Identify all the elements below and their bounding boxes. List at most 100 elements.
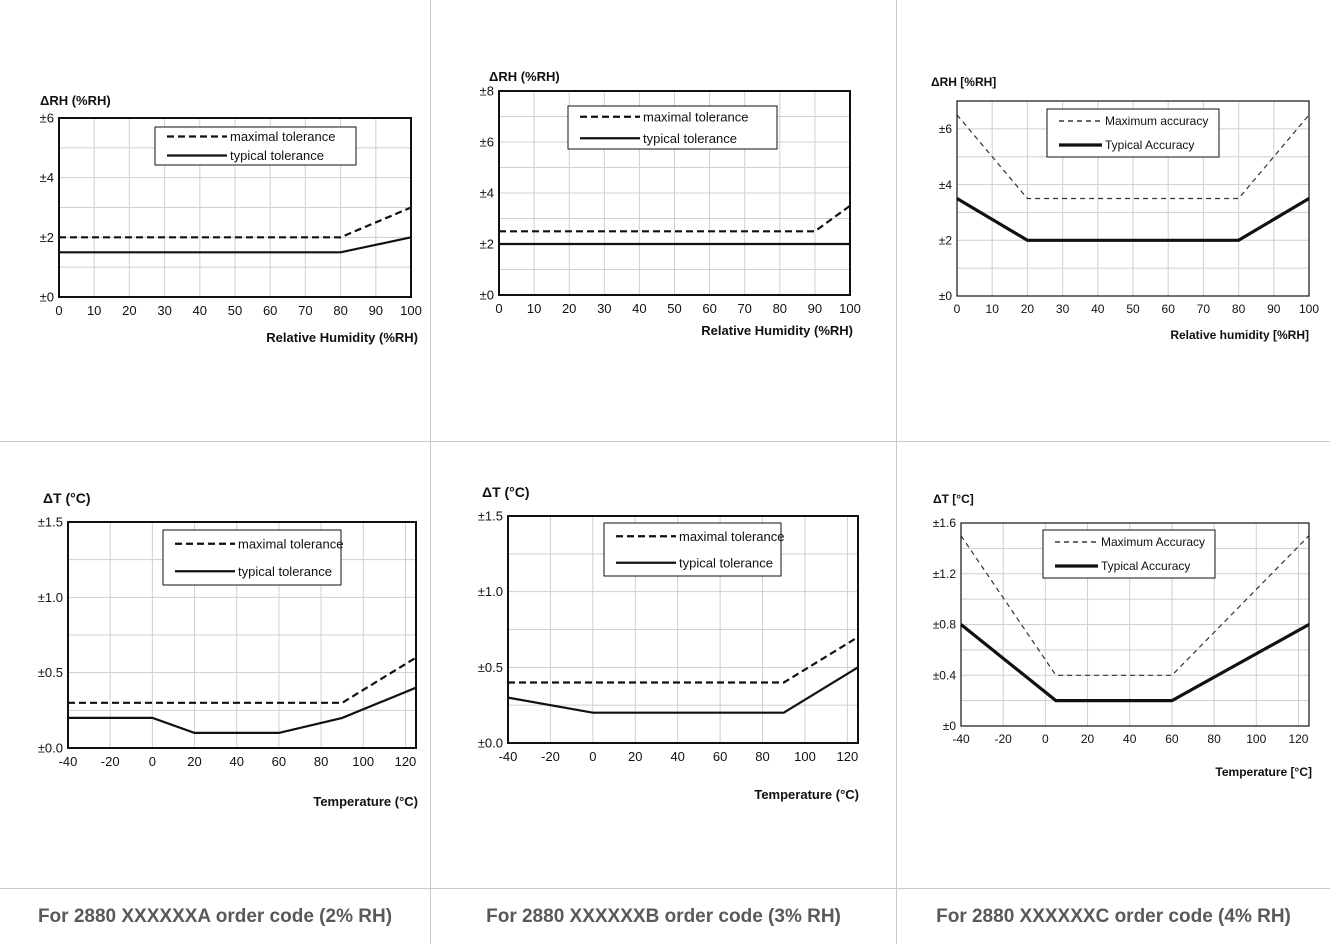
y-tick-label: ±4 (40, 170, 54, 185)
x-tick-label: 80 (1232, 302, 1246, 316)
series-line-typical (956, 197, 1310, 242)
caption-order-code-c: For 2880 XXXXXXC order code (4% RH) (936, 905, 1291, 927)
x-tick-label: 90 (1267, 302, 1281, 316)
x-tick-label: 0 (1042, 732, 1049, 746)
x-tick-label: -40 (952, 732, 970, 746)
x-tick-label: 40 (229, 754, 243, 769)
x-tick-label: 60 (1165, 732, 1179, 746)
x-tick-label: 0 (589, 749, 596, 764)
x-tick-label: 60 (272, 754, 286, 769)
x-tick-label: 40 (193, 303, 207, 318)
x-axis-label: Relative humidity [%RH] (1170, 328, 1309, 342)
x-tick-label: 40 (1123, 732, 1137, 746)
x-tick-label: 100 (1246, 732, 1266, 746)
x-tick-label: 20 (122, 303, 136, 318)
y-tick-label: ±0 (40, 290, 54, 305)
y-tick-label: ±1.5 (478, 509, 503, 524)
y-tick-label: ±2 (939, 233, 953, 247)
x-axis-label: Temperature (°C) (754, 787, 859, 802)
chart-cell (431, 0, 897, 442)
y-tick-label: ±1.2 (933, 567, 957, 581)
x-axis-label: Relative Humidity (%RH) (701, 323, 853, 338)
y-tick-label: ±1.0 (38, 590, 63, 605)
series-line-typical (507, 666, 859, 714)
x-tick-label: 50 (1126, 302, 1140, 316)
x-tick-label: 120 (837, 749, 859, 764)
plot-frame (960, 522, 1310, 727)
series-line-maximum (59, 206, 412, 239)
plot-frame (67, 521, 417, 749)
y-tick-label: ±2 (40, 230, 54, 245)
legend-label-typical: typical tolerance (679, 555, 773, 570)
legend-label-typical: Typical Accuracy (1101, 559, 1190, 573)
y-tick-label: ±0.0 (478, 736, 503, 751)
y-axis-label: ΔT [°C] (933, 492, 974, 506)
caption-order-code-b: For 2880 XXXXXXB order code (3% RH) (431, 889, 897, 944)
legend-label-typical: typical tolerance (238, 564, 332, 579)
y-axis-label: ΔRH (%RH) (40, 93, 111, 108)
legend-box (567, 105, 778, 150)
series-line-maximum (508, 636, 859, 684)
y-tick-label: ±0.5 (38, 665, 63, 680)
x-tick-label: 0 (954, 302, 961, 316)
y-tick-label: ±0 (480, 288, 494, 303)
x-tick-label: 20 (628, 749, 642, 764)
x-tick-label: 20 (187, 754, 201, 769)
legend-label-maximum: maximal tolerance (230, 129, 336, 144)
x-axis-label: Temperature (°C) (313, 794, 418, 809)
chart-cell (897, 0, 1330, 442)
y-tick-label: ±0.8 (933, 618, 957, 632)
y-tick-label: ±1.6 (933, 516, 957, 530)
x-tick-label: 10 (527, 301, 541, 316)
plot-frame (507, 515, 859, 744)
caption-order-code-a: For 2880 XXXXXXA order code (2% RH) (0, 889, 431, 944)
series-line-maximum (499, 204, 851, 233)
x-tick-label: 20 (1021, 302, 1035, 316)
legend-label-typical: Typical Accuracy (1105, 138, 1194, 152)
x-tick-label: 100 (794, 749, 816, 764)
series-line-maximum (960, 535, 1310, 676)
y-tick-label: ±0.0 (38, 741, 63, 756)
x-tick-label: 80 (314, 754, 328, 769)
x-tick-label: 10 (87, 303, 101, 318)
y-axis-label: ΔRH [%RH] (931, 75, 996, 89)
legend-label-typical: typical tolerance (230, 148, 324, 163)
legend-box (1042, 529, 1216, 579)
series-line-typical (68, 686, 417, 735)
x-tick-label: 90 (808, 301, 822, 316)
y-tick-label: ±4 (480, 186, 494, 201)
y-tick-label: ±6 (40, 111, 54, 126)
x-tick-label: 20 (1081, 732, 1095, 746)
x-tick-label: 60 (702, 301, 716, 316)
x-tick-label: 10 (986, 302, 1000, 316)
plot-frame (956, 100, 1310, 297)
x-tick-label: 60 (1162, 302, 1176, 316)
x-tick-label: 100 (1299, 302, 1319, 316)
y-tick-label: ±4 (939, 178, 953, 192)
x-tick-label: 120 (395, 754, 417, 769)
legend-label-maximum: maximal tolerance (679, 529, 785, 544)
chart-cell (0, 442, 431, 889)
x-tick-label: 40 (632, 301, 646, 316)
x-tick-label: 30 (1056, 302, 1070, 316)
x-tick-label: 50 (228, 303, 242, 318)
x-tick-label: 80 (755, 749, 769, 764)
x-tick-label: -20 (995, 732, 1013, 746)
x-tick-label: 30 (157, 303, 171, 318)
legend-label-maximum: Maximum accuracy (1105, 114, 1208, 128)
x-tick-label: 80 (1207, 732, 1221, 746)
x-tick-label: 60 (713, 749, 727, 764)
legend-label-maximum: maximal tolerance (643, 109, 749, 124)
x-tick-label: -40 (59, 754, 78, 769)
y-tick-label: ±8 (480, 84, 494, 99)
x-tick-label: 100 (839, 301, 861, 316)
y-tick-label: ±0.5 (478, 660, 503, 675)
y-tick-label: ±0 (943, 719, 957, 733)
y-axis-label: ΔT (°C) (43, 490, 91, 506)
